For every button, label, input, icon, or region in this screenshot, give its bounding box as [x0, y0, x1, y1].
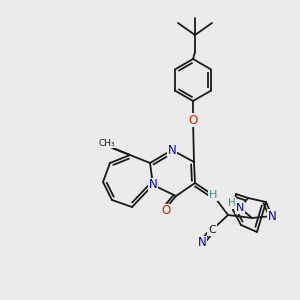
- Text: N: N: [236, 203, 244, 213]
- Text: O: O: [161, 205, 171, 218]
- Text: N: N: [198, 236, 206, 250]
- Text: C: C: [208, 225, 216, 235]
- Text: O: O: [188, 113, 198, 127]
- Text: H: H: [228, 198, 236, 208]
- Text: N: N: [268, 209, 276, 223]
- Text: N: N: [168, 143, 176, 157]
- Text: H: H: [209, 190, 217, 200]
- Text: CH₃: CH₃: [99, 139, 115, 148]
- Text: N: N: [148, 178, 158, 191]
